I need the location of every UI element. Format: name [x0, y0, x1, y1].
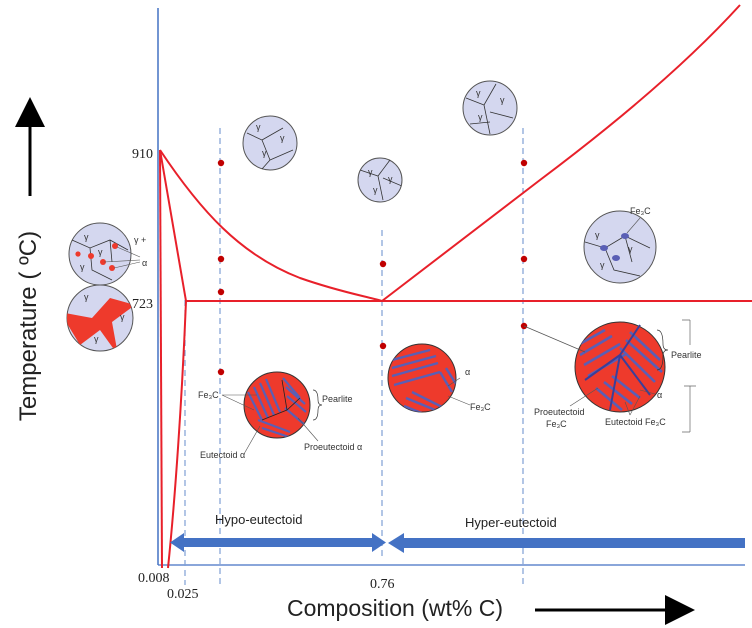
svg-text:γ: γ — [80, 262, 85, 272]
hypo-range-arrow — [170, 533, 386, 552]
svg-text:Fe₃C: Fe₃C — [470, 402, 491, 412]
grain-gamma-fe3c: γ γ γ Fe₃C — [583, 206, 657, 284]
svg-text:γ: γ — [256, 122, 261, 132]
hyper-label: Hyper-eutectoid — [465, 515, 557, 530]
svg-text:Pearlite: Pearlite — [322, 394, 353, 404]
svg-text:γ: γ — [600, 260, 605, 270]
grain-gamma-alpha-2: γ γ γ — [66, 284, 134, 352]
svg-text:γ +: γ + — [134, 235, 146, 245]
svg-text:γ: γ — [280, 133, 285, 143]
a3-line — [159, 149, 383, 302]
svg-text:Fe₃C: Fe₃C — [198, 390, 219, 400]
composition-guides — [184, 128, 524, 585]
svg-text:Fe₃C: Fe₃C — [546, 419, 567, 429]
svg-text:γ: γ — [478, 112, 483, 122]
tick-076: 0.76 — [370, 577, 395, 592]
svg-text:Proeutectoid: Proeutectoid — [534, 407, 585, 417]
svg-text:γ: γ — [595, 230, 600, 240]
svg-text:Eutectoid Fe₃C: Eutectoid Fe₃C — [605, 417, 666, 427]
pearlite-hyper: Pearlite α Proeutectoid Fe₃C Eutectoid F… — [523, 319, 702, 433]
svg-text:α: α — [657, 390, 662, 400]
svg-text:γ: γ — [368, 167, 373, 177]
svg-text:γ: γ — [500, 95, 505, 105]
svg-text:γ: γ — [628, 244, 633, 254]
hyper-range-arrow — [388, 533, 745, 553]
grain-austenite-1: γ γ γ — [242, 115, 298, 171]
svg-text:Fe₃C: Fe₃C — [630, 206, 651, 216]
svg-text:Eutectoid α: Eutectoid α — [200, 450, 245, 460]
svg-text:Pearlite: Pearlite — [671, 350, 702, 360]
svg-text:α: α — [465, 367, 470, 377]
svg-text:γ: γ — [98, 247, 103, 257]
svg-text:γ: γ — [84, 292, 89, 302]
svg-text:γ: γ — [262, 148, 267, 158]
svg-text:Proeutectoid α: Proeutectoid α — [304, 442, 362, 452]
hypo-label: Hypo-eutectoid — [215, 512, 302, 527]
svg-text:γ: γ — [84, 232, 89, 242]
tick-0008: 0.008 — [138, 571, 170, 586]
svg-text:γ: γ — [94, 334, 99, 344]
svg-text:γ: γ — [388, 174, 393, 184]
grain-austenite-3: γ γ γ — [462, 80, 518, 136]
tick-723: 723 — [132, 297, 153, 312]
svg-text:α: α — [142, 258, 147, 268]
y-axis-title: Temperature ( ºC) — [15, 231, 42, 421]
svg-text:γ: γ — [476, 88, 481, 98]
alpha-left-line — [159, 149, 163, 569]
tick-0025: 0.025 — [167, 587, 199, 602]
svg-text:γ: γ — [373, 185, 378, 195]
phase-boundaries — [159, 4, 752, 569]
state-points — [217, 159, 528, 376]
grain-austenite-2: γ γ γ — [357, 157, 403, 203]
grain-gamma-alpha: γ γ γ γ + α — [68, 222, 147, 286]
alpha-gamma-boundary — [159, 149, 187, 302]
svg-text:γ: γ — [120, 312, 125, 322]
tick-910: 910 — [132, 147, 153, 162]
x-axis-title: Composition (wt% C) — [287, 595, 503, 621]
pearlite-hypo: Pearlite Fe₃C Eutectoid α Proeutectoid α — [198, 371, 362, 460]
solvus-line — [167, 300, 187, 569]
pearlite-eutectoid: α Fe₃C — [387, 343, 491, 413]
acm-line — [381, 4, 741, 302]
